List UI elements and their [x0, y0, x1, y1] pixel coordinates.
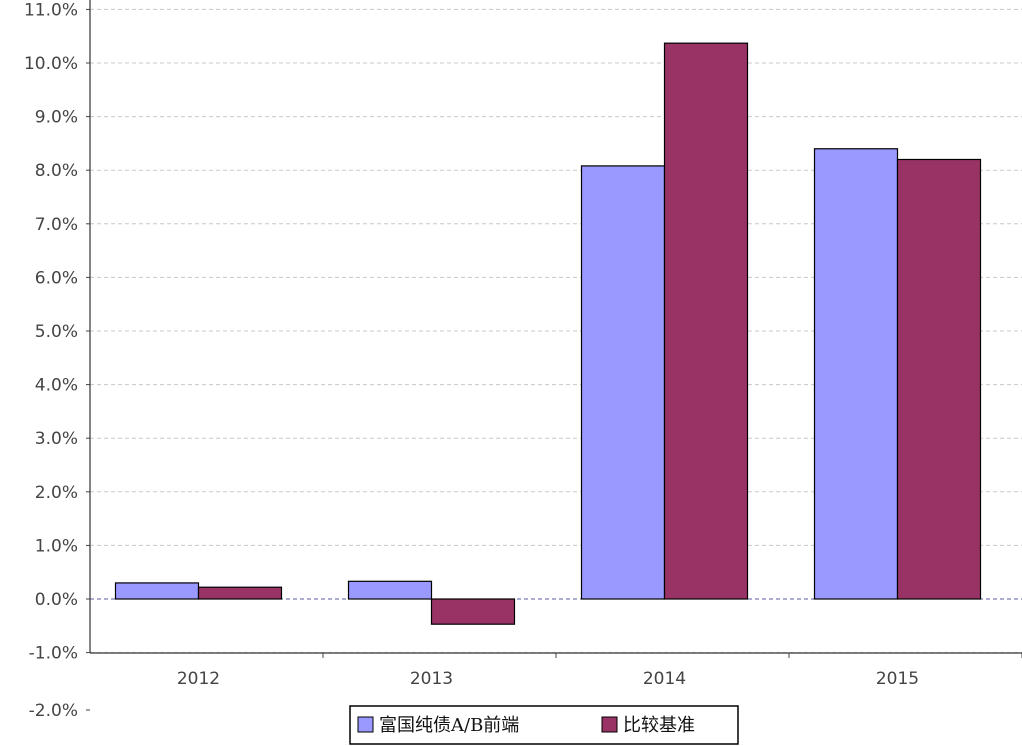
y-tick-label: 9.0% [35, 108, 78, 128]
y-tick-label: 3.0% [35, 429, 78, 449]
bar [430, 598, 516, 625]
bar [813, 148, 899, 600]
y-tick-label: 2.0% [35, 483, 78, 503]
y-tick-label: 4.0% [35, 376, 78, 396]
legend-swatch-series-1 [357, 716, 374, 733]
bar [197, 586, 283, 600]
y-tick-label: 11.0% [24, 0, 78, 20]
bar [347, 580, 433, 600]
legend-label-series-2: 比较基准 [623, 715, 695, 736]
legend-label-series-1: 富国纯债A/B前端 [379, 715, 519, 736]
y-tick-label: 6.0% [35, 268, 78, 288]
y-tick-label: -1.0% [29, 644, 78, 664]
gridlines [90, 8, 1022, 654]
bar [580, 165, 666, 600]
bar [114, 582, 200, 600]
x-tick-label: 2013 [410, 669, 453, 689]
legend-swatch-series-2 [601, 716, 618, 733]
x-axis-ticks: 2012 2013 2014 2015 [177, 653, 1022, 689]
y-tick-label: 5.0% [35, 322, 78, 342]
x-tick-label: 2015 [876, 669, 919, 689]
y-tick-label: 8.0% [35, 161, 78, 181]
x-tick-label: 2014 [643, 669, 686, 689]
y-tick-label: 10.0% [24, 54, 78, 74]
legend-box [349, 705, 739, 745]
y-tick-label: 7.0% [35, 215, 78, 235]
y-tick-label: 1.0% [35, 536, 78, 556]
bar [896, 158, 982, 600]
y-axis-ticks: 11.0% 10.0% 9.0% 8.0% 7.0% 6.0% 5.0% 4.0% 3.0% 2.… [24, 0, 90, 721]
bars [114, 42, 982, 625]
y-tick-label: -2.0% [29, 701, 78, 721]
legend: 富国纯债A/B前端 比较基准 [349, 705, 739, 745]
bar [663, 42, 749, 600]
x-tick-label: 2012 [177, 669, 220, 689]
y-tick-label: 0.0% [35, 590, 78, 610]
